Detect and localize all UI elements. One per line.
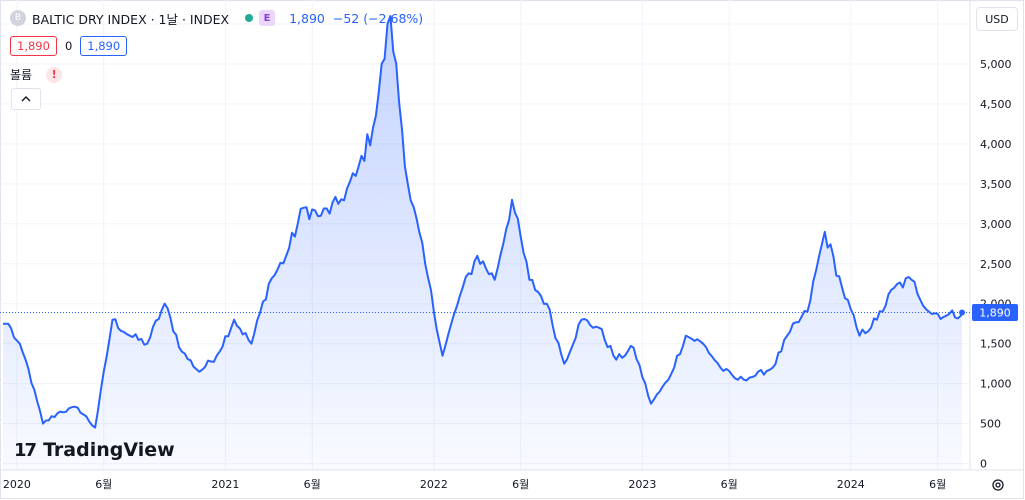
symbol-logo-icon: B [10,10,26,26]
event-badge[interactable]: E [259,10,276,26]
x-tick-label: 2023 [628,478,656,491]
last-price-tag: 1,890 [972,304,1018,322]
tradingview-logo-text: TradingView [43,439,175,461]
time-axis: 2020 6월 2021 6월 2022 6월 2023 6월 2024 6월 [3,478,946,491]
y-tick-label: 1,000 [980,378,1012,391]
volume-label[interactable]: 볼륨 [10,68,33,82]
collapse-legend-button[interactable] [11,88,41,110]
settings-button[interactable] [989,476,1007,494]
spread-value: 0 [64,39,73,53]
volume-indicator: 볼륨 ! [10,66,63,83]
symbol-title[interactable]: BALTIC DRY INDEX · 1날 · INDEX [32,11,230,27]
y-tick-label: 5,000 [980,58,1012,71]
tradingview-logo-mark: 17 [14,439,37,461]
x-tick-label: 6월 [721,478,738,491]
y-tick-label: 3,000 [980,218,1012,231]
last-price-tag-label: 1,890 [979,307,1011,320]
chevron-up-icon [21,96,31,102]
tradingview-logo[interactable]: 17 TradingView [14,439,175,461]
x-tick-label: 2022 [420,478,448,491]
last-price-tag-bg [972,304,1018,322]
y-tick-label: 4,500 [980,98,1012,111]
y-tick-label: 500 [980,418,1001,431]
y-tick-label: 0 [980,458,987,471]
x-tick-label: 6월 [95,478,112,491]
warning-icon[interactable]: ! [46,66,63,83]
price-axis: 05001,0001,5002,0002,5003,0003,5004,0004… [980,18,1012,471]
quote-row: 1,890 0 1,890 [10,36,128,56]
legend-header: B BALTIC DRY INDEX · 1날 · INDEX E 1,890 … [10,9,423,27]
market-status-dot-icon[interactable] [245,14,254,22]
currency-selector[interactable]: USD [976,7,1018,31]
x-tick-label: 2021 [211,478,239,491]
sell-button[interactable]: 1,890 [10,36,57,56]
currency-label: USD [985,12,1009,26]
buy-button[interactable]: 1,890 [80,36,128,56]
last-value: 1,890 [289,10,325,26]
change-value: −52 (−2.68%) [332,10,424,26]
x-tick-label: 6월 [304,478,321,491]
y-tick-label: 1,500 [980,338,1012,351]
x-tick-label: 6월 [929,478,946,491]
y-tick-label: 2,500 [980,258,1012,271]
price-area-fill [3,16,962,470]
y-tick-label: 3,500 [980,178,1012,191]
last-price-dot [959,309,965,316]
x-tick-label: 6월 [512,478,529,491]
x-tick-label: 2020 [3,478,31,491]
y-tick-label: 4,000 [980,138,1012,151]
gear-icon [992,479,1004,491]
price-line [3,15,963,429]
x-tick-label: 2024 [837,478,865,491]
